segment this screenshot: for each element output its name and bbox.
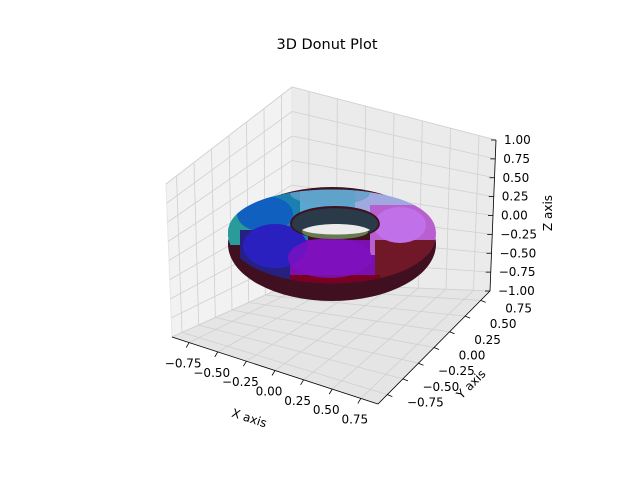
- z-tick-label: −0.75: [499, 265, 536, 279]
- z-gridline: [291, 160, 494, 198]
- x-axis-ticks: −0.75−0.50−0.250.000.250.500.75: [165, 342, 368, 426]
- z-axis-ticks: −1.00 −0.75 −0.50 −0.25 0.00 0.25 0.50 0.75 1.00: [485, 133, 537, 298]
- surface-highlight: [237, 196, 293, 232]
- z-gridline: [291, 111, 496, 160]
- y-tick-mark: [418, 362, 424, 366]
- x-tick-mark: [357, 398, 362, 404]
- y-gridline: [231, 309, 435, 348]
- z-gridline: [166, 111, 293, 204]
- y-tick-label: −0.75: [407, 396, 444, 410]
- y-tick-label: −0.50: [422, 380, 459, 394]
- z-tick-label: −1.00: [498, 284, 535, 298]
- y-gridline: [265, 294, 466, 317]
- y-tick-mark: [480, 300, 486, 303]
- x-tick-label: 0.75: [341, 412, 368, 426]
- z-gridline: [291, 86, 497, 141]
- x-tick-mark: [243, 360, 247, 367]
- donut-surface: [228, 187, 436, 301]
- y-gridline: [215, 317, 419, 364]
- y-tick-mark: [449, 331, 455, 335]
- y-tick-mark: [387, 394, 393, 397]
- y-tick-label: −0.25: [438, 364, 475, 378]
- surface-patch: [290, 275, 380, 284]
- z-gridline: [165, 86, 293, 185]
- x-tick-label: −0.75: [165, 357, 202, 371]
- z-tick-label: −0.25: [500, 227, 537, 241]
- x-tick-mark: [328, 388, 333, 395]
- x-axis-label: X axis: [230, 406, 269, 430]
- y-tick-mark: [402, 378, 409, 382]
- x-tick-mark: [214, 351, 219, 358]
- y-gridline: [248, 302, 450, 333]
- y-tick-mark: [433, 347, 440, 350]
- x-tick-mark: [185, 342, 190, 348]
- chart-title: 3D Donut Plot: [276, 37, 377, 53]
- z-gridline: [291, 135, 495, 179]
- z-tick-label: 0.75: [503, 152, 530, 166]
- z-axis-label: Z axis: [541, 195, 555, 231]
- x-tick-label: −0.25: [222, 375, 259, 389]
- z-tick-label: 0.25: [502, 190, 529, 204]
- x-tick-mark: [300, 379, 304, 386]
- z-gridline: [171, 282, 293, 338]
- y-tick-label: 0.00: [459, 349, 486, 363]
- y-axis-ticks: −0.75 −0.50 −0.250.00 0.25 0.50 0.75: [387, 300, 532, 410]
- x-tick-label: −0.50: [193, 366, 230, 380]
- x-tick-label: 0.25: [284, 394, 311, 408]
- z-gridline: [168, 160, 293, 242]
- surface-highlight: [374, 207, 426, 243]
- z-gridline: [167, 135, 293, 223]
- x-tick-label: 0.50: [313, 403, 340, 417]
- y-tick-mark: [464, 315, 471, 319]
- z-tick-label: 0.00: [501, 209, 528, 223]
- z-tick-label: 1.00: [504, 133, 531, 147]
- z-tick-label: 0.50: [503, 171, 530, 185]
- y-gridline: [181, 332, 388, 395]
- y-tick-label: 0.50: [490, 317, 517, 331]
- z-tick-label: −0.50: [500, 246, 537, 260]
- x-tick-mark: [271, 370, 276, 376]
- hole-floor: [302, 224, 370, 235]
- x-tick-label: 0.00: [256, 385, 283, 399]
- surface-highlight: [290, 189, 370, 205]
- y-gridline: [198, 324, 403, 380]
- y-tick-label: 0.75: [505, 301, 532, 315]
- y-tick-label: 0.25: [474, 333, 501, 347]
- surface-highlight: [288, 238, 372, 278]
